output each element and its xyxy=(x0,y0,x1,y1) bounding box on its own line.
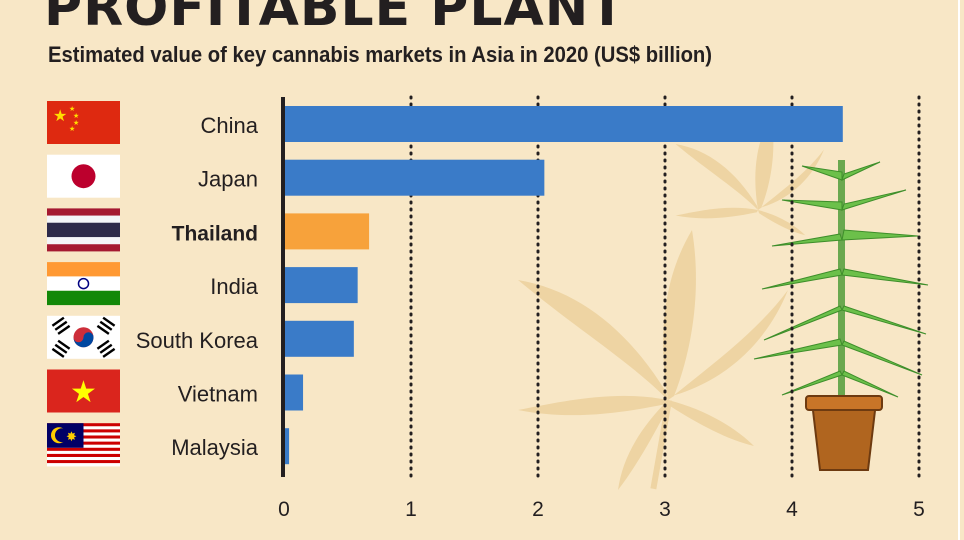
bars xyxy=(284,106,843,465)
india-flag-icon xyxy=(47,262,120,306)
svg-text:★: ★ xyxy=(70,376,97,409)
bar-india xyxy=(284,267,358,304)
category-label: South Korea xyxy=(136,328,259,353)
bar-south-korea xyxy=(284,320,354,357)
category-label: Japan xyxy=(198,167,258,192)
category-label: Malaysia xyxy=(171,435,259,460)
svg-text:★: ★ xyxy=(69,125,75,133)
cannabis-leaf-decoration xyxy=(518,116,824,490)
bar-japan xyxy=(284,159,545,196)
page-title: PROFITABLE PLANT xyxy=(44,0,626,38)
thailand-flag-icon xyxy=(47,208,120,252)
category-label: China xyxy=(201,113,259,138)
category-labels: China Japan Thailand India South Korea Vietna… xyxy=(136,113,259,460)
category-label: India xyxy=(210,274,258,299)
vietnam-flag-icon: ★ xyxy=(47,369,120,413)
y-axis-line xyxy=(281,97,285,477)
south-korea-flag-icon xyxy=(47,315,120,359)
x-tick-label: 5 xyxy=(913,498,925,521)
bar-vietnam xyxy=(284,374,304,411)
japan-flag-icon xyxy=(47,154,120,198)
malaysia-flag-icon: ✸ xyxy=(47,423,120,467)
chart-subtitle: Estimated value of key cannabis markets … xyxy=(48,42,713,67)
flags: ★ ★★★★★✸ xyxy=(47,101,120,467)
svg-text:★: ★ xyxy=(69,105,75,113)
category-label: Vietnam xyxy=(178,382,258,407)
svg-text:✸: ✸ xyxy=(66,429,77,444)
svg-text:★: ★ xyxy=(53,108,67,125)
x-axis-ticks: 0 1 2 3 4 5 xyxy=(278,498,925,521)
x-tick-label: 0 xyxy=(278,498,290,521)
x-tick-label: 4 xyxy=(786,498,798,521)
bar-malaysia xyxy=(284,428,290,465)
bar-thailand xyxy=(284,213,370,250)
svg-text:★: ★ xyxy=(73,112,79,120)
china-flag-icon: ★ ★★★★ xyxy=(47,101,120,144)
x-tick-label: 3 xyxy=(659,498,671,521)
category-label: Thailand xyxy=(172,222,258,245)
x-tick-label: 1 xyxy=(405,498,417,521)
divider xyxy=(958,0,960,540)
svg-text:★: ★ xyxy=(73,119,79,127)
potted-plant-illustration xyxy=(753,160,929,471)
x-tick-label: 2 xyxy=(532,498,544,521)
bar-china xyxy=(284,106,843,142)
